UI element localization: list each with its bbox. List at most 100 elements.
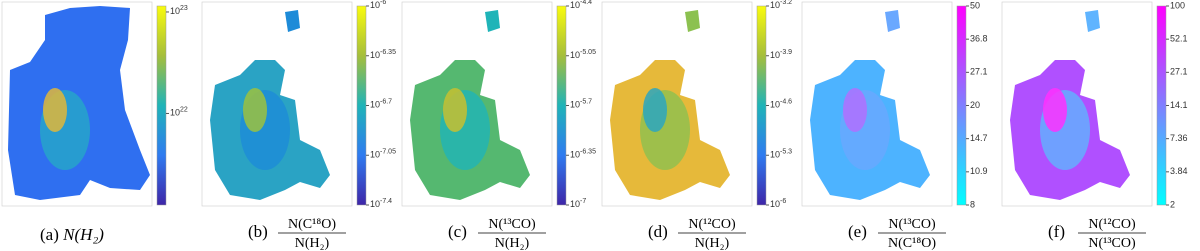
caption-label: (c)	[448, 222, 467, 241]
colorbar-tick-label: 10-4.6	[770, 98, 792, 110]
colorbar-tick-label: 10-3.2	[770, 0, 792, 10]
caption-label: (d)	[648, 222, 668, 241]
tick-base: 10	[770, 150, 780, 160]
colorbar-tick-label: 3.84	[1170, 166, 1188, 176]
colorbar-tick-label: 36.8	[970, 34, 988, 44]
panel: 10-3.210-3.910-4.610-5.310-6(d) N(¹²CO)N(…	[601, 0, 792, 251]
map-frame	[601, 1, 753, 207]
colorbar-tick-label: 14.1	[1170, 100, 1188, 110]
colorbar-tick-label: 10-6	[370, 0, 386, 10]
tick-base: 10	[370, 150, 380, 160]
colorbar-tick-label: 10-7.4	[370, 198, 392, 210]
caption-numerator: N(¹²CO)	[1088, 217, 1136, 232]
caption-label: (e)	[848, 222, 867, 241]
caption-numerator: N(¹²CO)	[688, 217, 736, 232]
caption-denominator: N(H₂)	[295, 236, 330, 251]
tick-base: 10	[170, 108, 180, 118]
colorbar-tick-label: 10-6.35	[370, 49, 396, 61]
tick-base: 10	[770, 199, 780, 209]
colorbar-gradient	[756, 5, 767, 206]
tick-exponent: -7	[580, 198, 586, 205]
panel: 100 52.1 27.1 14.1 7.36 3.84 2 (f) N(¹²CO) N(¹³CO…	[1001, 0, 1188, 251]
map	[1001, 1, 1153, 207]
tick-exponent: 22	[180, 106, 188, 113]
caption-label: (a)	[40, 225, 59, 244]
tick-base: 10	[770, 100, 780, 110]
map-frame	[1, 1, 153, 207]
map-region	[643, 88, 667, 132]
colorbar-tick-label: 20	[970, 100, 980, 110]
caption-numerator: N(¹³CO)	[888, 217, 936, 232]
map	[801, 1, 953, 207]
colorbar-tick-label: 50	[970, 0, 980, 10]
map-region	[843, 88, 867, 132]
tick-exponent: -5.3	[780, 148, 792, 155]
tick-exponent: -6	[780, 198, 786, 205]
colorbar-tick-label: 10.9	[970, 166, 988, 176]
colorbar-gradient	[556, 5, 567, 206]
tick-base: 10	[570, 0, 580, 10]
tick-exponent: -6.35	[380, 49, 396, 56]
colorbar-tick-label: 10-5.05	[570, 49, 596, 61]
colorbar-tick-label: 10-5.3	[770, 148, 792, 160]
colorbar-tick-label: 27.1	[970, 67, 988, 77]
colorbar: 50 36.8 27.1 20 14.7 10.9 8	[956, 0, 988, 209]
colorbar-tick-label: 10-5.7	[570, 98, 592, 110]
colorbar-tick-label: 10-6.35	[570, 148, 596, 160]
colorbar: 100 52.1 27.1 14.1 7.36 3.84 2	[1156, 0, 1188, 209]
colorbar-tick-label: 10-6.7	[370, 98, 392, 110]
colorbar-tick-label: 27.1	[1170, 67, 1188, 77]
colorbar-gradient	[356, 5, 367, 206]
tick-exponent: -4.6	[780, 98, 792, 105]
map	[601, 1, 753, 207]
caption-numerator: N(¹³CO)	[488, 217, 536, 232]
colorbar-tick-label: 8	[970, 199, 975, 209]
colorbar-tick-label: 1022	[170, 106, 188, 118]
caption-numerator: N(C¹⁸O)	[288, 217, 336, 232]
colorbar-tick-label: 7.36	[1170, 133, 1188, 143]
tick-base: 10	[370, 199, 380, 209]
colorbar-tick-label: 10-4.4	[570, 0, 592, 10]
map	[201, 1, 353, 207]
colorbar: 10-3.210-3.910-4.610-5.310-6	[756, 0, 792, 210]
map	[1, 1, 153, 207]
tick-exponent: -7.4	[380, 198, 392, 205]
tick-exponent: -3.9	[780, 49, 792, 56]
colorbar-tick-label: 10-6	[770, 198, 786, 210]
map-region	[1043, 88, 1067, 132]
panel: 50 36.8 27.1 20 14.7 10.9 8 (e) N(¹³CO) N(C¹⁸O)	[801, 0, 988, 251]
tick-base: 10	[570, 199, 580, 209]
colorbar-tick-label: 10-7.05	[370, 148, 396, 160]
map-region	[443, 88, 467, 132]
tick-exponent: -6.35	[580, 148, 596, 155]
map	[401, 1, 553, 207]
colorbar-tick-label: 10-3.9	[770, 49, 792, 61]
caption: (a) N(H₂)	[40, 225, 104, 244]
tick-base: 10	[570, 150, 580, 160]
tick-exponent: -4.4	[580, 0, 592, 6]
tick-base: 10	[370, 50, 380, 60]
map-region	[685, 10, 700, 32]
tick-base: 10	[170, 6, 180, 16]
colorbar-tick-label: 14.7	[970, 133, 988, 143]
tick-base: 10	[370, 100, 380, 110]
map-frame	[1001, 1, 1153, 207]
caption-label: (b)	[248, 222, 268, 241]
caption-denominator: N(H₂)	[495, 236, 530, 251]
map-region	[285, 10, 300, 32]
tick-exponent: -5.05	[580, 49, 596, 56]
tick-exponent: -7.05	[380, 148, 396, 155]
tick-exponent: -5.7	[580, 98, 592, 105]
tick-exponent: -6	[380, 0, 386, 6]
tick-base: 10	[570, 100, 580, 110]
map-region	[1085, 10, 1100, 32]
tick-base: 10	[770, 50, 780, 60]
caption-denominator: N(C¹⁸O)	[888, 236, 936, 251]
map-frame	[801, 1, 953, 207]
